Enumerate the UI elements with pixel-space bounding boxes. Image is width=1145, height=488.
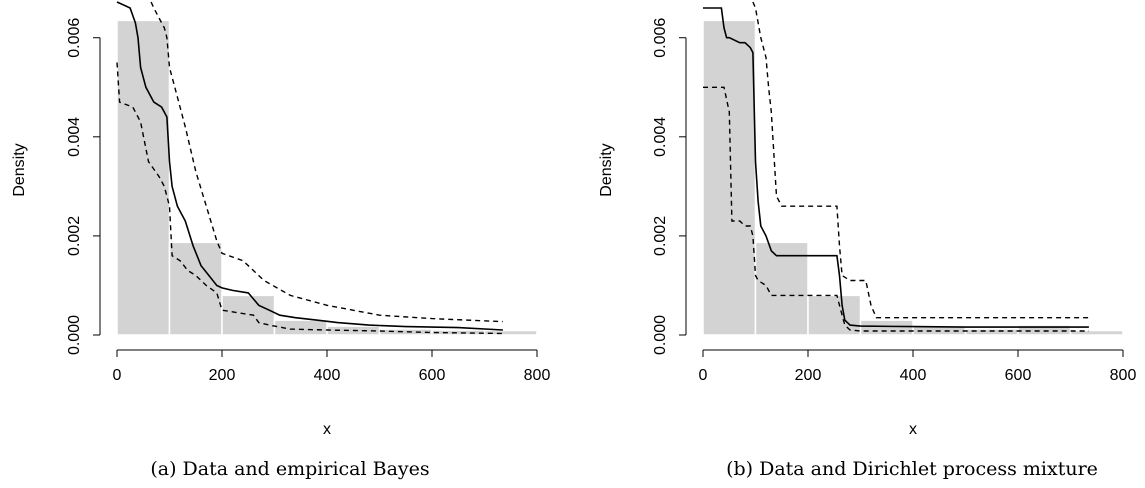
estimate-line — [703, 7, 1089, 328]
x-tick-label: 400 — [314, 367, 341, 384]
caption: (b) Data and Dirichlet process mixture — [726, 458, 1098, 480]
y-axis-label: Density — [11, 143, 28, 196]
histogram-bar — [859, 319, 914, 336]
y-tick-label: 0.000 — [66, 315, 83, 355]
x-tick-label: 600 — [1005, 367, 1032, 384]
histogram-bars — [116, 19, 538, 336]
histogram-bar — [754, 241, 809, 336]
histogram-bar — [168, 241, 223, 336]
histogram-bar — [431, 329, 486, 336]
x-tick-label: 600 — [419, 367, 446, 384]
x-tick-label: 800 — [524, 367, 551, 384]
y-tick-label: 0.006 — [652, 18, 669, 58]
y-tick-label: 0.004 — [652, 117, 669, 157]
bound-line — [752, 1, 1089, 319]
y-tick-label: 0.006 — [66, 18, 83, 58]
x-tick-label: 0 — [699, 367, 708, 384]
histogram-bars — [702, 19, 1124, 336]
density-lines — [703, 1, 1089, 332]
y-tick-label: 0.002 — [66, 216, 83, 256]
panel-dirichlet-process-mixture: 0 200 400 600 800 0.000 0.002 0.004 0.006 x Dens… — [598, 1, 1136, 480]
histogram-bar — [116, 19, 171, 336]
histogram-bar — [221, 294, 276, 336]
y-axis-label: Density — [598, 143, 615, 196]
x-axis-label: x — [323, 421, 331, 438]
histogram-bar — [378, 328, 433, 336]
histogram-bar — [1069, 329, 1124, 336]
x-axis-label: x — [909, 421, 917, 438]
y-tick-label: 0.004 — [66, 117, 83, 157]
x-tick-label: 400 — [900, 367, 927, 384]
x-tick-label: 200 — [795, 367, 822, 384]
x-tick-label: 0 — [113, 367, 122, 384]
estimate-line — [116, 1, 503, 331]
histogram-bar — [702, 19, 757, 336]
histogram-bar — [483, 329, 538, 336]
x-tick-label: 200 — [209, 367, 236, 384]
x-tick-label: 800 — [1110, 367, 1137, 384]
histogram-bar — [807, 294, 862, 336]
density-lines — [116, 1, 503, 335]
y-tick-label: 0.000 — [652, 315, 669, 355]
y-tick-label: 0.002 — [652, 216, 669, 256]
caption: (a) Data and empirical Bayes — [150, 458, 429, 480]
axes: 0 200 400 600 800 0.000 0.002 0.004 0.006 — [66, 18, 550, 384]
histogram-bar — [964, 328, 1019, 336]
panel-empirical-bayes: 0 200 400 600 800 0.000 0.002 0.004 0.006 x Dens… — [11, 1, 550, 480]
axes: 0 200 400 600 800 0.000 0.002 0.004 0.006 — [652, 18, 1136, 384]
bound-line — [150, 1, 503, 323]
